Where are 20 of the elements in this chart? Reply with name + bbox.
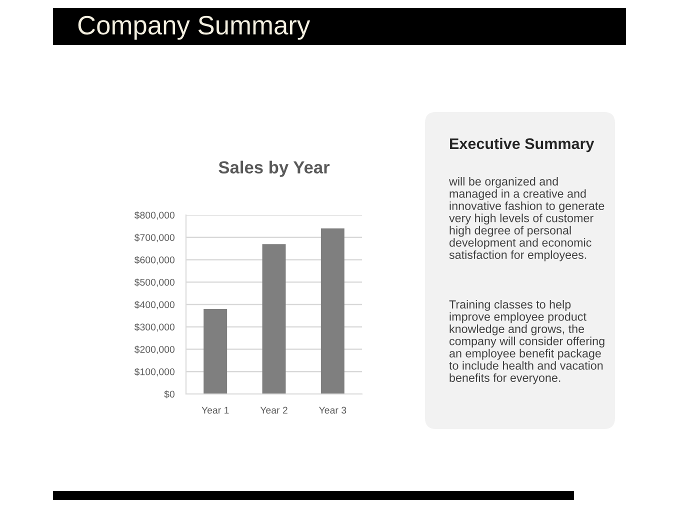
- y-tick-label: $200,000: [134, 346, 175, 354]
- text: Company Summary: [78, 16, 310, 40]
- bar: [262, 244, 286, 394]
- x-tick-label: Year 3: [319, 406, 346, 414]
- text: Training classes to help improve employee product knowledge and grows, the company will consider offering an employee benefit package to include health and vacation benefits for everyone.: [449, 300, 604, 384]
- y-tick-label: $800,000: [134, 211, 175, 220]
- y-tick-label: $100,000: [134, 368, 175, 376]
- y-tick-label: $700,000: [134, 234, 175, 242]
- y-tick-label: $600,000: [134, 256, 175, 265]
- y-tick-label: $300,000: [134, 323, 175, 332]
- text: will be organized and managed in a creative and innovative fashion to generate very high levels of customer high degree of personal development and economic satisfaction for employees.: [448, 177, 604, 262]
- chart-title: Sales by Year: [218, 160, 330, 177]
- y-tick-label: $0: [164, 390, 175, 398]
- bar: [204, 308, 228, 394]
- x-tick-label: Year 2: [260, 406, 288, 414]
- bar: [320, 228, 344, 394]
- x-tick-label: Year 1: [202, 406, 229, 414]
- y-tick-label: $500,000: [134, 278, 175, 287]
- y-tick-label: $400,000: [134, 300, 175, 310]
- text: Executive Summary: [450, 138, 594, 152]
